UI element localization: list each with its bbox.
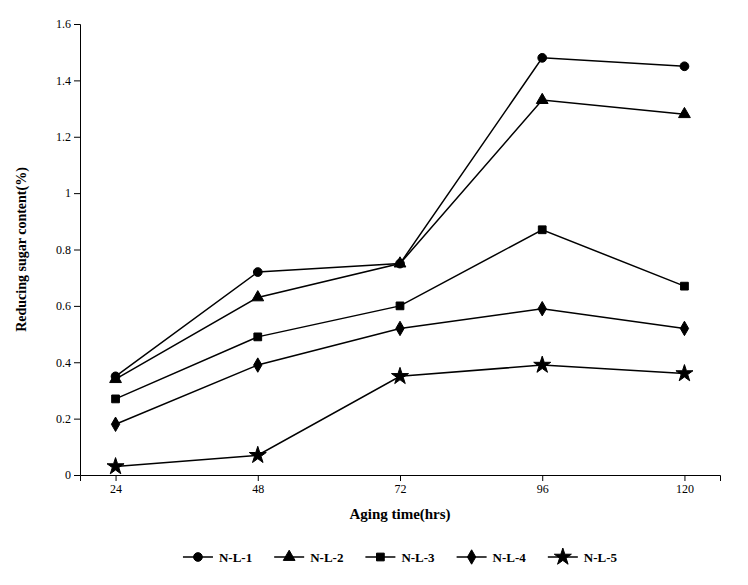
x-tick-mark: [116, 475, 117, 481]
data-point: [396, 321, 404, 335]
legend-marker: [283, 550, 295, 560]
data-point: [394, 257, 406, 267]
y-tick: 1: [65, 186, 80, 200]
series: [111, 53, 689, 380]
x-tick: 120: [676, 475, 694, 496]
y-tick-mark: [74, 419, 80, 420]
legend-label: N-L-1: [219, 550, 252, 565]
legend-marker: [554, 548, 571, 564]
y-tick-mark: [74, 193, 80, 194]
legend-item: N-L-4: [457, 550, 527, 565]
x-tick: 96: [537, 475, 549, 496]
x-tick-label: 72: [395, 482, 407, 496]
series: [110, 93, 691, 382]
x-tick: 48: [252, 475, 264, 496]
data-point: [676, 365, 693, 381]
y-tick-label: 0.6: [56, 299, 71, 313]
x-axis-line: [81, 476, 721, 482]
plot: 24 48 72 96 120 0 0.2 0.4 0.6 0.8 1 1.2 1.4 1.6 Aging …: [14, 17, 721, 523]
data-point: [391, 367, 408, 383]
legend-marker: [377, 553, 385, 561]
legend-label: N-L-3: [401, 550, 435, 565]
y-tick-label: 0.8: [56, 243, 71, 257]
legend-label: N-L-2: [310, 550, 343, 565]
data-point: [254, 333, 262, 341]
y-tick: 0.2: [56, 412, 80, 426]
x-tick-label: 24: [110, 482, 122, 496]
data-point: [538, 226, 546, 234]
x-tick: 72: [395, 475, 407, 496]
x-tick: 24: [110, 475, 122, 496]
series-line: [116, 100, 685, 379]
data-point: [253, 268, 262, 277]
series: [112, 226, 689, 403]
x-tick-label: 120: [676, 482, 694, 496]
data-point: [681, 282, 689, 290]
data-point: [538, 53, 547, 62]
chart: 24 48 72 96 120 0 0.2 0.4 0.6 0.8 1 1.2 1.4 1.6 Aging …: [0, 0, 748, 585]
y-tick-mark: [74, 362, 80, 363]
legend-item: N-L-3: [365, 550, 435, 565]
data-point: [249, 446, 266, 462]
legend-marker: [467, 550, 475, 564]
y-tick: 1.4: [56, 74, 80, 88]
x-tick-label: 48: [252, 482, 264, 496]
y-tick-label: 0.2: [56, 412, 71, 426]
x-axis-title: Aging time(hrs): [349, 506, 450, 523]
y-tick-label: 0: [65, 468, 71, 482]
legend-item: N-L-5: [548, 548, 618, 565]
x-tick-mark: [684, 475, 685, 481]
y-tick-mark: [74, 24, 80, 25]
legend-marker: [194, 553, 203, 562]
y-tick: 0.8: [56, 243, 80, 257]
y-tick-label: 1.4: [56, 74, 71, 88]
y-tick-label: 1.6: [56, 17, 71, 31]
series: [107, 356, 693, 474]
legend: N-L-1 N-L-2 N-L-3 N-L-4 N-L-5: [183, 548, 618, 565]
y-axis: 0 0.2 0.4 0.6 0.8 1 1.2 1.4 1.6: [56, 17, 81, 482]
series-line: [116, 309, 685, 425]
data-point: [111, 417, 119, 431]
data-point: [252, 291, 264, 301]
y-tick-label: 0.4: [56, 356, 71, 370]
y-tick: 0.4: [56, 356, 80, 370]
y-tick-mark: [74, 250, 80, 251]
marks: [107, 53, 693, 473]
y-tick: 0.6: [56, 299, 80, 313]
data-point: [107, 458, 124, 474]
y-tick: 1.6: [56, 17, 80, 31]
data-point: [396, 302, 404, 310]
legend-item: N-L-1: [183, 550, 252, 565]
x-tick-mark: [400, 475, 401, 481]
y-tick-mark: [74, 137, 80, 138]
data-point: [680, 321, 688, 335]
y-tick: 0: [65, 468, 80, 482]
data-point: [536, 93, 548, 103]
y-axis-title: Reducing sugar content(%): [14, 167, 30, 332]
x-tick-mark: [258, 475, 259, 481]
series-line: [116, 230, 685, 399]
y-tick: 1.2: [56, 130, 80, 144]
x-axis: 24 48 72 96 120: [81, 475, 721, 496]
y-tick-mark: [74, 80, 80, 81]
data-point: [254, 358, 262, 372]
data-point: [679, 107, 691, 117]
data-point: [534, 356, 551, 372]
legend-label: N-L-5: [584, 550, 618, 565]
data-point: [112, 395, 120, 403]
data-point: [538, 301, 546, 315]
legend-label: N-L-4: [493, 550, 527, 565]
y-tick-mark: [74, 306, 80, 307]
y-tick-label: 1: [65, 186, 71, 200]
legend-item: N-L-2: [274, 550, 343, 565]
series-line: [116, 365, 685, 466]
series: [111, 301, 688, 431]
x-tick-label: 96: [537, 482, 549, 496]
y-axis-line: [74, 25, 81, 476]
data-point: [110, 372, 122, 382]
x-tick-mark: [542, 475, 543, 481]
data-point: [680, 62, 689, 71]
y-tick-label: 1.2: [56, 130, 71, 144]
y-tick-mark: [74, 475, 80, 476]
